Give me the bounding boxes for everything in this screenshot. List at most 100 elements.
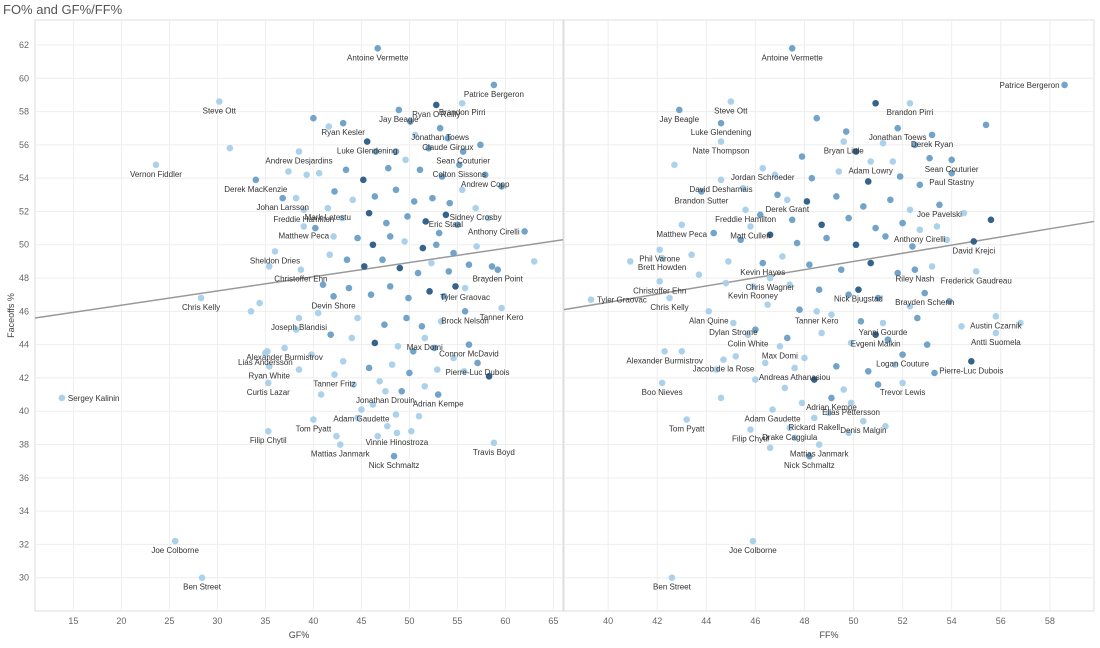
- point-label: Mark Letestu: [305, 213, 351, 222]
- data-point: [712, 366, 720, 373]
- point-label: Patrice Bergeron: [464, 90, 524, 99]
- point-label: Tom Pyatt: [296, 425, 332, 434]
- data-point: [422, 218, 430, 225]
- x-tick-label: 60: [500, 616, 510, 626]
- data-point: [484, 214, 492, 222]
- data-point: [776, 342, 784, 350]
- data-point: [271, 248, 279, 255]
- data-point: [490, 81, 498, 89]
- data-point: [485, 372, 493, 380]
- point-label: Brandon Pirri: [439, 108, 486, 117]
- data-point: [425, 144, 432, 152]
- point-label: Adrian Kempe: [413, 400, 464, 409]
- point-label: Patrice Bergeron: [1000, 81, 1060, 90]
- data-point: [756, 211, 764, 219]
- point-label: Sidney Crosby: [450, 213, 502, 222]
- data-point: [852, 241, 860, 249]
- data-point: [874, 381, 882, 388]
- data-point: [354, 414, 361, 422]
- data-point: [371, 193, 379, 200]
- x-tick-label: 30: [212, 616, 222, 626]
- data-point: [392, 411, 400, 418]
- data-point: [405, 294, 412, 302]
- data-point: [911, 266, 919, 274]
- data-point: [339, 119, 347, 127]
- data-point: [431, 344, 438, 352]
- y-tick-label: 42: [19, 373, 29, 383]
- point-label: Pierre-Luc Dubois: [446, 368, 510, 377]
- x-tick-label: 50: [404, 616, 414, 626]
- point-label: Sheldon Dries: [250, 256, 300, 265]
- data-point: [382, 387, 389, 395]
- data-point: [666, 294, 673, 302]
- data-point: [891, 361, 899, 368]
- point-label: Nick Bjugstad: [834, 295, 883, 304]
- data-point: [401, 238, 408, 245]
- data-point: [909, 243, 916, 250]
- point-label: Tyler Graovac: [440, 293, 490, 302]
- data-point: [671, 161, 678, 169]
- data-point: [369, 401, 377, 408]
- data-point: [402, 156, 409, 164]
- data-point: [960, 209, 968, 217]
- data-point: [771, 171, 779, 179]
- x-tick-label: 46: [750, 616, 760, 626]
- point-label: Colton Sissons: [433, 170, 486, 179]
- data-point: [798, 399, 806, 407]
- data-point: [786, 281, 794, 289]
- data-point: [498, 304, 505, 312]
- data-point: [879, 319, 887, 327]
- x-tick-label: 52: [898, 616, 908, 626]
- data-point: [968, 357, 975, 365]
- data-point: [810, 376, 818, 383]
- data-point: [326, 251, 334, 259]
- y-tick-label: 48: [19, 273, 29, 283]
- data-point: [374, 432, 382, 440]
- point-label: Chris Kelly: [650, 303, 688, 312]
- point-label: Rickard Rakell: [788, 423, 840, 432]
- data-point: [490, 439, 498, 447]
- point-label: Ben Street: [653, 583, 692, 592]
- data-point: [481, 171, 489, 179]
- point-label: Tom Pyatt: [669, 425, 705, 434]
- data-point: [852, 148, 860, 155]
- data-point: [958, 323, 965, 330]
- data-point: [810, 414, 818, 422]
- data-point: [437, 318, 445, 325]
- data-point: [433, 366, 441, 373]
- data-point: [783, 334, 791, 342]
- data-point: [343, 256, 351, 264]
- data-point: [325, 123, 333, 130]
- data-point: [806, 452, 813, 460]
- point-label: Joseph Blandisi: [271, 323, 327, 332]
- data-point: [752, 376, 759, 383]
- data-point: [384, 422, 391, 430]
- data-point: [678, 347, 686, 355]
- y-tick-label: 54: [19, 173, 29, 183]
- point-label: Lias Andersson: [238, 358, 293, 367]
- point-label: Brayden Point: [473, 275, 524, 284]
- data-point: [384, 164, 392, 172]
- data-point: [722, 279, 730, 287]
- data-point: [987, 216, 995, 224]
- x-tick-label: 25: [164, 616, 174, 626]
- data-point: [948, 156, 955, 164]
- point-label: David Krejci: [952, 246, 995, 255]
- data-point: [358, 406, 365, 413]
- x-tick-label: 45: [356, 616, 366, 626]
- point-label: Jay Beagle: [660, 115, 700, 124]
- point-label: Antoine Vermette: [762, 53, 824, 62]
- point-label: Derek MacKenzie: [224, 185, 288, 194]
- point-label: Max Domi: [762, 351, 798, 360]
- data-point: [872, 99, 879, 107]
- data-point: [717, 138, 725, 145]
- data-point: [264, 347, 271, 355]
- data-point: [197, 294, 205, 302]
- data-point: [864, 367, 872, 375]
- data-point: [783, 196, 791, 204]
- data-point: [906, 99, 914, 107]
- data-point: [395, 106, 403, 114]
- data-point: [415, 412, 423, 420]
- point-label: Chris Kelly: [182, 303, 220, 312]
- data-point: [764, 301, 771, 308]
